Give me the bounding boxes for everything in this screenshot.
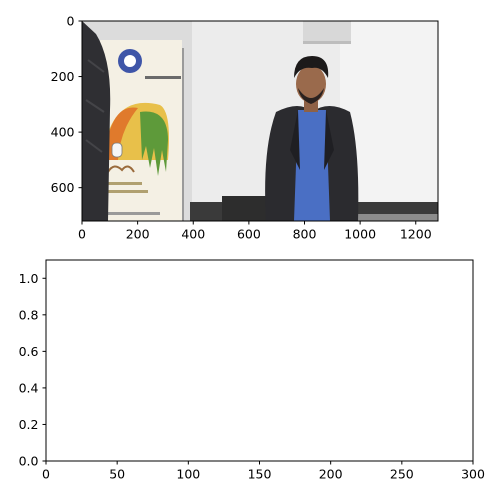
line-y-ticks: 0.0 0.2 0.4 0.6 0.8 1.0 <box>19 271 46 469</box>
floor-light <box>355 214 438 221</box>
standee-emblem-icon <box>107 165 135 173</box>
presenter-beard <box>298 88 324 104</box>
x-tick-label: 100 <box>176 467 200 482</box>
standee-caption-line-1 <box>106 182 142 185</box>
x-tick-label: 400 <box>181 227 205 242</box>
ceiling-panel-edge <box>303 41 351 44</box>
x-tick-label: 150 <box>248 467 272 482</box>
x-tick-label: 0 <box>42 467 50 482</box>
y-tick-label: 1.0 <box>19 271 39 286</box>
x-tick-label: 0 <box>78 227 86 242</box>
x-tick-label: 300 <box>461 467 485 482</box>
standee-header-text <box>145 76 181 79</box>
line-axes: 0 50 100 150 200 250 300 0.0 0.2 0.4 0.6 0.8 1.0 <box>19 259 485 482</box>
y-tick-label: 0 <box>67 14 75 29</box>
standee-bulb-icon <box>111 142 123 158</box>
image-axes-frame <box>81 20 439 222</box>
x-tick-label: 50 <box>109 467 125 482</box>
presenter-shirt <box>294 110 330 221</box>
y-tick-label: 0.2 <box>19 417 39 432</box>
line-axes-background <box>46 260 473 461</box>
x-tick-label: 1000 <box>344 227 376 242</box>
x-tick-label: 1200 <box>400 227 432 242</box>
image-axes: 0 200 400 600 800 1000 1200 0 200 400 600 <box>51 14 439 242</box>
standee-caption-line-2 <box>106 190 148 193</box>
standee-green-drip <box>140 111 168 176</box>
line-x-ticks: 0 50 100 150 200 250 300 <box>42 461 485 482</box>
x-tick-label: 800 <box>293 227 317 242</box>
y-tick-label: 400 <box>51 125 75 140</box>
standee-footer-line <box>104 212 160 215</box>
y-tick-label: 0.0 <box>19 454 39 469</box>
x-tick-label: 200 <box>126 227 150 242</box>
standee-logo-inner <box>124 55 136 67</box>
ceiling-panel <box>303 21 351 43</box>
image-x-ticks: 0 200 400 600 800 1000 1200 <box>78 221 432 242</box>
y-tick-label: 600 <box>51 180 75 195</box>
y-tick-label: 200 <box>51 69 75 84</box>
webcam-frame-image <box>82 21 438 221</box>
image-y-ticks: 0 200 400 600 <box>51 14 82 195</box>
left-person-jacket-fold <box>85 59 105 153</box>
x-tick-label: 600 <box>237 227 261 242</box>
presenter-hair <box>294 56 329 78</box>
x-tick-label: 250 <box>390 467 414 482</box>
y-tick-label: 0.8 <box>19 307 39 322</box>
x-tick-label: 200 <box>319 467 343 482</box>
presenter-face <box>296 65 326 103</box>
presenter-lapel-left <box>290 110 300 170</box>
y-tick-label: 0.6 <box>19 344 39 359</box>
presenter-lapel-right <box>324 110 334 170</box>
y-tick-label: 0.4 <box>19 380 39 395</box>
